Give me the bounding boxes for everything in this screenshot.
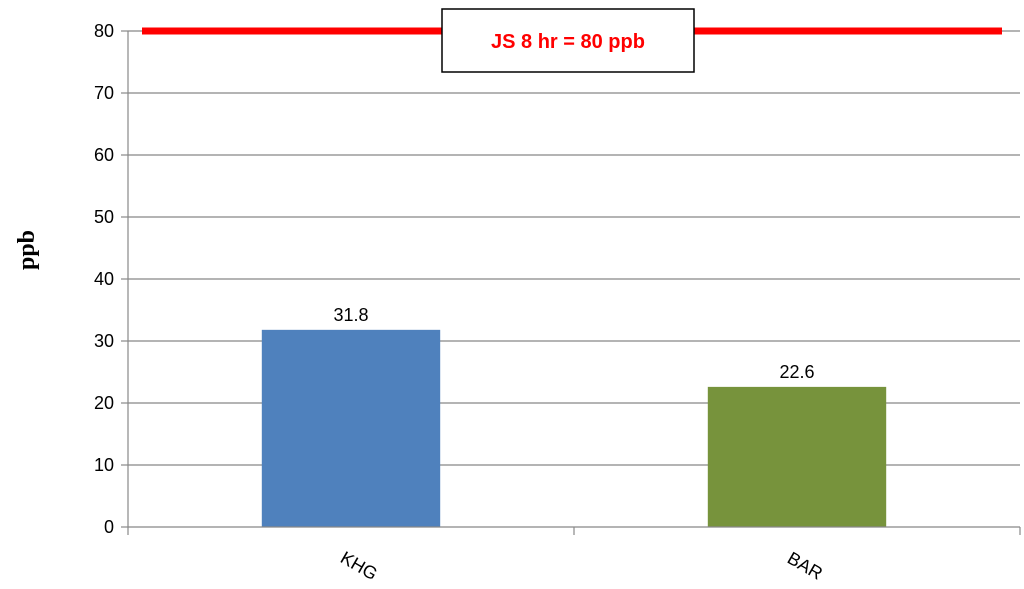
y-tick-label: 20 <box>94 393 114 413</box>
y-tick-label: 70 <box>94 83 114 103</box>
x-category-label-bar: BAR <box>784 548 826 584</box>
y-tick-label: 80 <box>94 21 114 41</box>
y-tick-label: 40 <box>94 269 114 289</box>
y-tick-label: 30 <box>94 331 114 351</box>
bar-bar <box>707 386 887 527</box>
x-category-labels: KHG BAR <box>337 547 826 584</box>
threshold-label-box <box>441 8 695 73</box>
axes <box>127 31 1021 535</box>
data-label-khg: 31.8 <box>333 305 368 325</box>
y-tick-labels: 0 10 20 30 40 50 60 70 80 <box>94 21 114 537</box>
threshold: JS 8 hr = 80 ppb <box>142 8 1002 73</box>
data-label-bar: 22.6 <box>779 362 814 382</box>
y-tick-label: 0 <box>104 517 114 537</box>
data-labels: 31.8 22.6 <box>333 305 814 382</box>
y-tick-label: 50 <box>94 207 114 227</box>
y-tick-label: 10 <box>94 455 114 475</box>
y-tick-label: 60 <box>94 145 114 165</box>
y-axis-label: ppb <box>14 230 40 270</box>
bars <box>261 329 887 527</box>
bar-khg <box>261 329 441 527</box>
threshold-label: JS 8 hr = 80 ppb <box>491 31 645 53</box>
x-category-label-khg: KHG <box>337 547 381 584</box>
